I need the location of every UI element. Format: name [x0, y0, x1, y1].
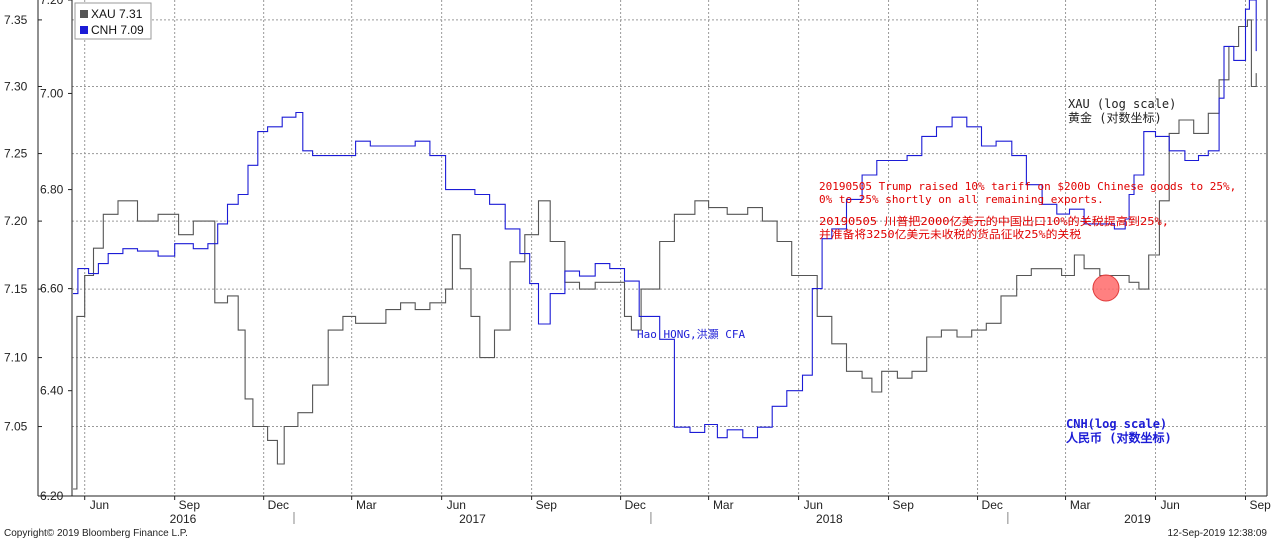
- tariff-marker: [1092, 274, 1120, 302]
- series-lines: [73, 0, 1257, 490]
- outer-tick-label-1: 7.30: [4, 80, 28, 94]
- tariff-en-line-1: 20190505 Trump raised 10% tariff on $200…: [819, 180, 1236, 193]
- legend-xau: XAU 7.31: [91, 7, 143, 21]
- x-month-label-11: Mar: [1070, 498, 1091, 512]
- tariff-annotation-en: 20190505 Trump raised 10% tariff on $200…: [819, 180, 1236, 206]
- cnh-label-line-2: 人民币 (对数坐标): [1066, 430, 1172, 445]
- outer-tick-label-4: 7.15: [4, 282, 28, 296]
- author-label: Hao HONG,洪灝 CFA: [637, 327, 745, 341]
- series-line-cnh: [73, 0, 1257, 439]
- x-month-label-0: Jun: [90, 498, 109, 512]
- x-year-label-2: 2018: [816, 512, 843, 526]
- xau-label-line-1: XAU (log scale): [1068, 97, 1176, 111]
- x-month-label-8: Jun: [804, 498, 823, 512]
- inner-tick-label-1: 6.40: [40, 384, 64, 398]
- legend-swatch-xau: [80, 10, 88, 18]
- x-month-label-2: Dec: [268, 498, 289, 512]
- tariff-cn-line-1: 20190505 川普把2000亿美元的中国出口10%的关税提高到25%,: [819, 214, 1169, 228]
- legend-cnh: CNH 7.09: [91, 23, 144, 37]
- outer-tick-label-6: 7.05: [4, 420, 28, 434]
- outer-tick-label-3: 7.20: [4, 214, 28, 228]
- outer-tick-label-2: 7.25: [4, 147, 28, 161]
- inner-tick-label-2: 6.60: [40, 282, 64, 296]
- x-month-label-3: Mar: [356, 498, 377, 512]
- x-year-label-1: 2017: [459, 512, 486, 526]
- series-line-xau: [73, 19, 1257, 490]
- x-month-label-7: Mar: [713, 498, 734, 512]
- x-year-label-0: 2016: [170, 512, 197, 526]
- x-month-label-13: Sep: [1249, 498, 1271, 512]
- legend: XAU 7.31 CNH 7.09: [74, 2, 152, 40]
- outer-y-axis: 7.35 7.30 7.25 7.20 7.15 7.10 7.05: [4, 13, 42, 434]
- cnh-series-label: CNH(log scale) 人民币 (对数坐标): [1066, 417, 1172, 445]
- xau-label-line-2: 黄金 (对数坐标): [1068, 110, 1162, 125]
- cnh-label-line-1: CNH(log scale): [1066, 417, 1167, 431]
- inner-tick-label-4: 7.00: [40, 86, 64, 100]
- x-month-label-9: Sep: [893, 498, 915, 512]
- tariff-annotation-cn: 20190505 川普把2000亿美元的中国出口10%的关税提高到25%, 并准…: [819, 214, 1169, 241]
- inner-tick-label-3: 6.80: [40, 183, 64, 197]
- inner-y-axis: 6.20 6.40 6.60 6.80 7.00 7.20: [40, 0, 72, 503]
- outer-tick-label-0: 7.35: [4, 13, 28, 27]
- tariff-en-line-2: 0% to 25% shortly on all remaining expor…: [819, 193, 1104, 206]
- grid: [72, 0, 1267, 496]
- x-month-label-5: Sep: [536, 498, 558, 512]
- x-month-label-6: Dec: [625, 498, 646, 512]
- x-month-label-10: Dec: [982, 498, 1003, 512]
- x-axis: Jun Sep Dec Mar Jun Sep Dec Mar Jun Sep Dec Mar Jun S…: [84, 496, 1271, 526]
- inner-tick-label-0: 6.20: [40, 489, 64, 503]
- inner-tick-label-5: 7.20: [40, 0, 64, 7]
- copyright: Copyright© 2019 Bloomberg Finance L.P.: [4, 528, 188, 539]
- tariff-cn-line-2: 并准备将3250亿美元未收税的货品征收25%的关税: [819, 227, 1081, 241]
- x-month-label-1: Sep: [179, 498, 201, 512]
- x-month-label-4: Jun: [447, 498, 466, 512]
- timestamp: 12-Sep-2019 12:38:09: [1167, 528, 1267, 539]
- outer-tick-label-5: 7.10: [4, 351, 28, 365]
- legend-swatch-cnh: [80, 26, 88, 34]
- x-month-label-12: Jun: [1161, 498, 1180, 512]
- xau-series-label: XAU (log scale) 黄金 (对数坐标): [1068, 97, 1176, 125]
- x-year-label-3: 2019: [1124, 512, 1151, 526]
